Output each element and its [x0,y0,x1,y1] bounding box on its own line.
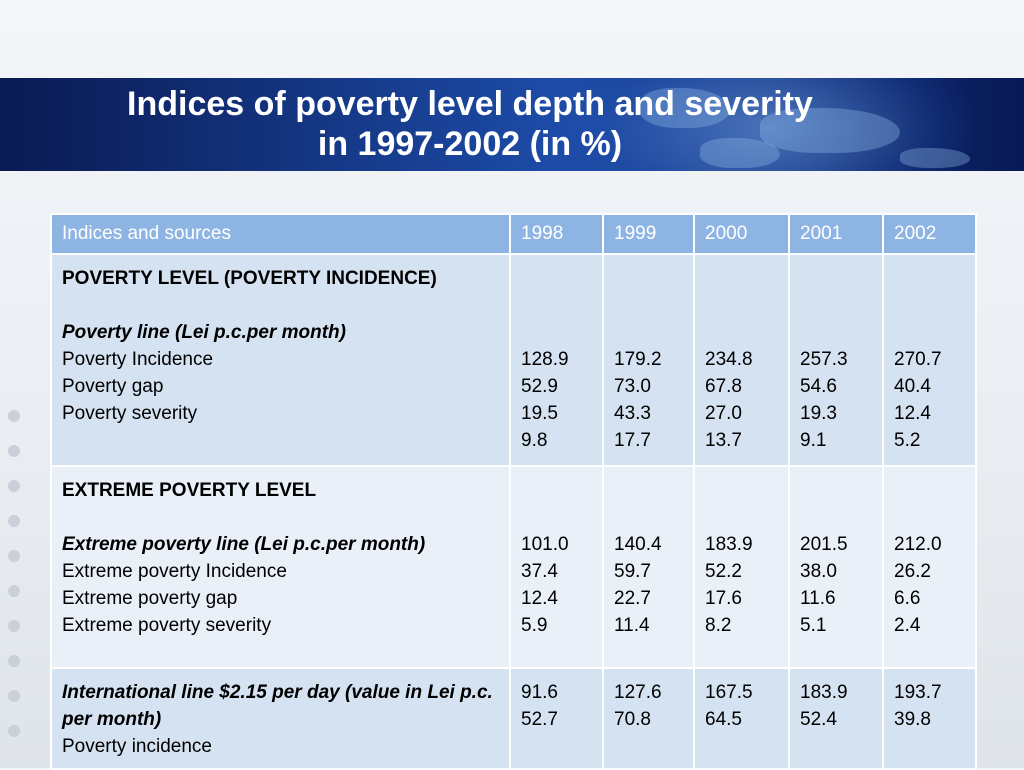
value-cell-2001: 201.5 38.0 11.6 5.1 [788,465,884,669]
value-cell-1999: 127.6 70.8 [602,667,695,770]
value: 19.5 [521,403,558,424]
title-line-1: Indices of poverty level depth and sever… [127,85,813,123]
value: 212.0 [894,534,942,555]
value: 11.4 [614,615,650,636]
value-cell-2001: 183.9 52.4 [788,667,884,770]
title-line-2: in 1997-2002 (in %) [317,125,623,163]
title-banner [0,78,1024,171]
value: 91.6 [521,682,558,703]
value: 59.7 [614,561,651,582]
line-label: Poverty line (Lei p.c.per month) [62,322,346,343]
value: 40.4 [894,376,931,397]
value-cell-2002: 212.0 26.2 6.6 2.4 [882,465,977,669]
value: 127.6 [614,682,662,703]
value-cell-1998: 91.6 52.7 [509,667,604,770]
value-cell-1998: 101.0 37.4 12.4 5.9 [509,465,604,669]
value-cell-2000: 183.9 52.2 17.6 8.2 [693,465,790,669]
poverty-table: Indices and sources 1998 1999 2000 2001 … [50,213,977,770]
label-cell: EXTREME POVERTY LEVEL Extreme poverty li… [50,465,511,669]
value: 5.1 [800,615,827,636]
value: 38.0 [800,561,837,582]
value: 183.9 [800,682,848,703]
table-row-poverty-level: POVERTY LEVEL (POVERTY INCIDENCE) Povert… [50,253,977,467]
value-cell-2002: 270.7 40.4 12.4 5.2 [882,253,977,467]
value-cell-1999: 179.2 73.0 43.3 17.7 [602,253,695,467]
value: 9.8 [521,430,548,451]
value: 17.7 [614,430,651,451]
value: 17.6 [705,588,742,609]
line-label: Extreme poverty line (Lei p.c.per month) [62,534,426,555]
value: 19.3 [800,403,837,424]
value: 11.6 [800,588,836,609]
value: 5.2 [894,430,921,451]
value: 140.4 [614,534,662,555]
value: 193.7 [894,682,942,703]
value: 234.8 [705,349,753,370]
value: 12.4 [894,403,931,424]
page-title: Indices of poverty level depth and sever… [0,78,940,171]
label-cell: POVERTY LEVEL (POVERTY INCIDENCE) Povert… [50,253,511,467]
value: 2.4 [894,615,921,636]
header-indices: Indices and sources [50,213,511,255]
value: 52.7 [521,709,558,730]
table-row-extreme-poverty: EXTREME POVERTY LEVEL Extreme poverty li… [50,465,977,669]
value-cell-2000: 234.8 67.8 27.0 13.7 [693,253,790,467]
value-cell-1999: 140.4 59.7 22.7 11.4 [602,465,695,669]
section-heading: POVERTY LEVEL (POVERTY INCIDENCE) [62,268,437,289]
value: 6.6 [894,588,921,609]
value: 43.3 [614,403,651,424]
indicator-label: Extreme poverty gap [62,588,238,609]
value: 183.9 [705,534,753,555]
value: 201.5 [800,534,848,555]
value: 257.3 [800,349,848,370]
value: 52.2 [705,561,742,582]
value: 270.7 [894,349,942,370]
value: 13.7 [705,430,742,451]
indicator-label: Poverty severity [62,403,198,424]
value: 128.9 [521,349,569,370]
value: 73.0 [614,376,651,397]
value: 37.4 [521,561,558,582]
value-cell-2000: 167.5 64.5 [693,667,790,770]
value-cell-2002: 193.7 39.8 [882,667,977,770]
value: 70.8 [614,709,651,730]
header-2000: 2000 [693,213,790,255]
value: 52.4 [800,709,837,730]
header-2002: 2002 [882,213,977,255]
indicator-label: Extreme poverty severity [62,615,272,636]
decorative-dots [0,400,40,768]
value: 12.4 [521,588,558,609]
value-cell-2001: 257.3 54.6 19.3 9.1 [788,253,884,467]
header-2001: 2001 [788,213,884,255]
value: 101.0 [521,534,569,555]
value: 8.2 [705,615,732,636]
value: 64.5 [705,709,742,730]
line-label: International line $2.15 per day (value … [62,682,493,730]
value-cell-1998: 128.9 52.9 19.5 9.8 [509,253,604,467]
header-1999: 1999 [602,213,695,255]
indicator-label: Poverty incidence [62,736,212,757]
indicator-label: Extreme poverty Incidence [62,561,287,582]
value: 52.9 [521,376,558,397]
value: 5.9 [521,615,548,636]
value: 67.8 [705,376,742,397]
table-header-row: Indices and sources 1998 1999 2000 2001 … [50,213,977,255]
value: 9.1 [800,430,827,451]
value: 167.5 [705,682,753,703]
indicator-label: Poverty Incidence [62,349,214,370]
table-row-international-line: International line $2.15 per day (value … [50,667,977,770]
value: 54.6 [800,376,837,397]
value: 26.2 [894,561,931,582]
section-heading: EXTREME POVERTY LEVEL [62,480,317,501]
value: 27.0 [705,403,742,424]
value: 39.8 [894,709,931,730]
value: 22.7 [614,588,651,609]
value: 179.2 [614,349,662,370]
label-cell: International line $2.15 per day (value … [50,667,511,770]
header-1998: 1998 [509,213,604,255]
indicator-label: Poverty gap [62,376,164,397]
